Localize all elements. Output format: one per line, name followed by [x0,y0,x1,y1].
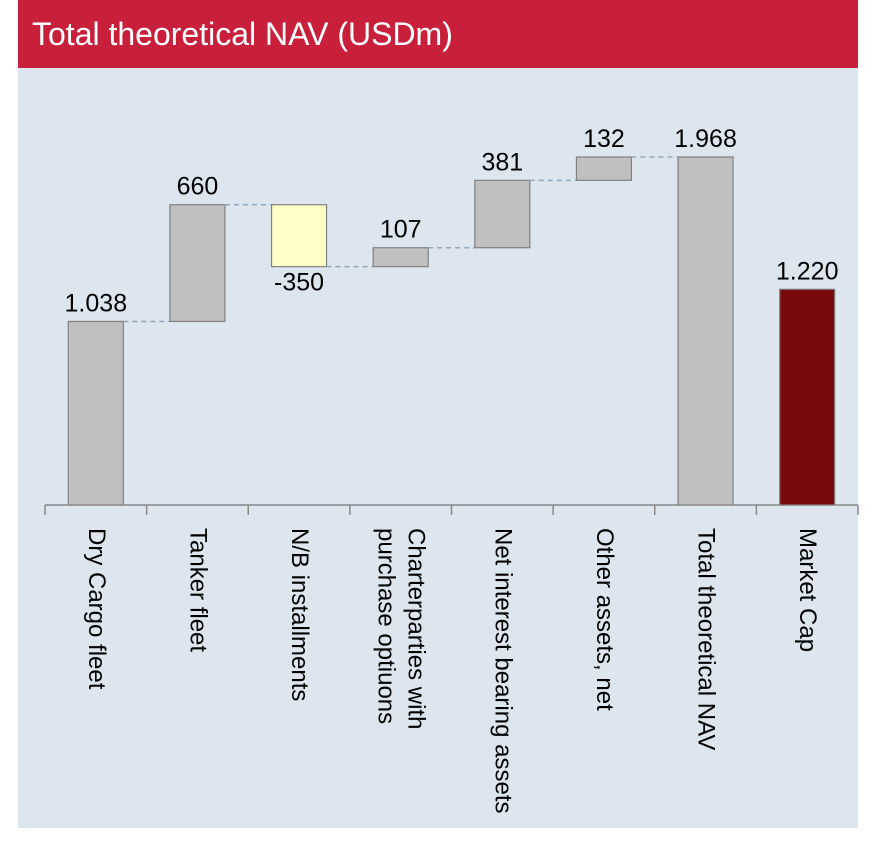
bar [474,179,531,249]
x-tick-label: Dry Cargo fleet [82,528,110,690]
value-label: 107 [380,216,422,244]
x-tick-label: Net interest bearing assets [489,528,517,814]
value-label: 1.968 [674,125,737,153]
bar [779,288,836,506]
bar [169,204,226,323]
bar [67,320,124,506]
x-tick-label: Other assets, net [590,528,618,711]
x-tick-label: N/B installments [286,528,314,702]
value-label: 660 [177,173,219,201]
bar [575,156,633,181]
bar [372,247,429,268]
value-label: 1.220 [776,257,839,285]
x-tick-label: Market Cap [794,528,822,653]
x-tick-label: Total theoretical NAV [692,528,720,751]
chart-title: Total theoretical NAV (USDm) [18,0,858,68]
x-tick-label: Charterparties with purchase optiuons [372,528,430,730]
value-label: 381 [481,148,523,176]
value-label: -350 [274,269,324,297]
bar [677,156,734,506]
x-tick-label: Tanker fleet [184,528,212,653]
value-label: 132 [583,125,625,153]
value-label: 1.038 [65,289,128,317]
bar [270,204,328,268]
